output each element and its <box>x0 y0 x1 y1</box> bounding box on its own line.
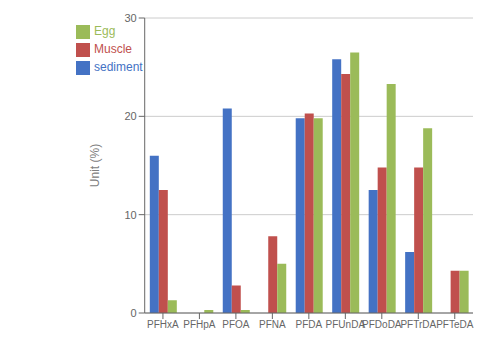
svg-text:PFTeDA: PFTeDA <box>436 319 474 330</box>
svg-text:PFTrDA: PFTrDA <box>400 319 436 330</box>
svg-text:PFHxA: PFHxA <box>147 319 179 330</box>
svg-text:PFDoDA: PFDoDA <box>362 319 402 330</box>
svg-text:0: 0 <box>131 307 137 319</box>
svg-text:10: 10 <box>124 209 136 221</box>
html-text:Muscle: Muscle <box>94 42 132 56</box>
svg-text:PFDA: PFDA <box>296 319 323 330</box>
svg-text:PFOA: PFOA <box>222 319 250 330</box>
svg-text:20: 20 <box>124 110 136 122</box>
svg-text:PFUnDA: PFUnDA <box>326 319 366 330</box>
svg-text:PFNA: PFNA <box>259 319 286 330</box>
svg-text:PFHpA: PFHpA <box>183 319 216 330</box>
html-text:sediment: sediment <box>94 60 143 74</box>
html-text:Egg: Egg <box>94 24 116 38</box>
svg-text:Unit (%): Unit (%) <box>88 144 102 187</box>
svg-text:30: 30 <box>124 12 136 24</box>
